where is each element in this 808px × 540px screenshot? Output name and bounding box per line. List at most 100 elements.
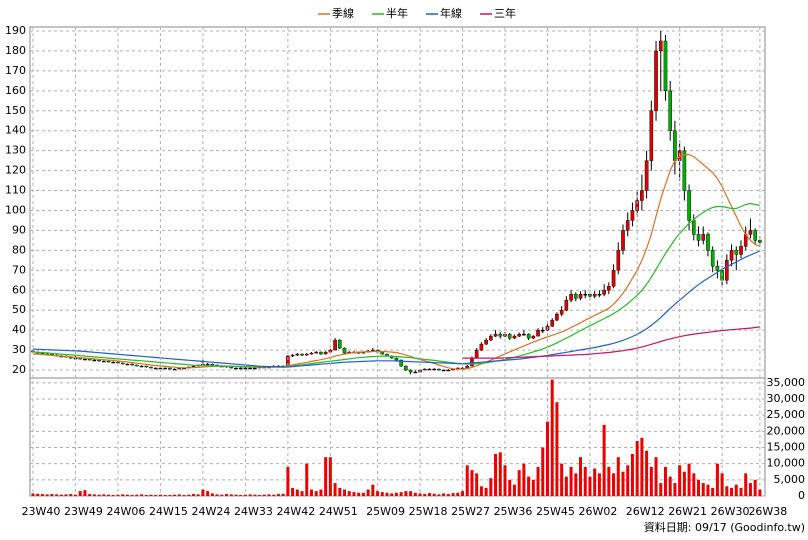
volume-bar: [574, 473, 578, 496]
candle-body: [540, 329, 545, 332]
candle-body: [602, 290, 606, 295]
candle-body: [706, 234, 710, 251]
volume-bar: [753, 479, 757, 496]
candle-body: [125, 363, 130, 366]
volume-bar: [92, 494, 96, 496]
y-tick-label: 30: [12, 343, 26, 356]
candle-body: [715, 266, 720, 271]
volume-bar: [418, 493, 422, 496]
volume-bar: [286, 466, 290, 496]
candle-body: [640, 190, 644, 201]
x-tick-label: 23W40: [22, 505, 61, 518]
volume-bar: [663, 466, 667, 496]
volume-bar: [630, 453, 634, 496]
candle-body: [158, 367, 163, 370]
candle-body: [87, 358, 92, 361]
volume-bar: [437, 494, 441, 496]
ma-line: [462, 326, 760, 359]
volume-bar: [158, 494, 162, 496]
volume-bar: [154, 495, 158, 496]
legend: 季線 半年 年線 三年: [318, 6, 516, 20]
candle-body: [333, 339, 337, 351]
candle-body: [149, 366, 153, 369]
candle-body: [498, 333, 503, 337]
volume-bar: [512, 484, 516, 496]
volume-bar: [564, 476, 568, 496]
volume-bar: [734, 484, 738, 496]
volume-bar: [357, 492, 361, 496]
candle-body: [413, 371, 418, 374]
volume-bar: [243, 494, 247, 496]
candle-body: [550, 319, 554, 327]
x-tick-label: 26W12: [626, 505, 665, 518]
volume-bar: [262, 494, 266, 496]
volume-bar: [40, 494, 44, 496]
volume-bar: [267, 494, 271, 496]
volume-bar: [300, 491, 304, 496]
candle-body: [342, 347, 347, 354]
volume-bar: [465, 465, 469, 496]
volume-bar: [446, 494, 450, 496]
volume-bar: [394, 492, 398, 496]
candle-body: [380, 351, 385, 355]
volume-bar: [73, 494, 77, 496]
volume-bar: [253, 494, 257, 496]
volume-bar: [220, 494, 224, 496]
volume-bar: [682, 471, 686, 496]
volume-bar: [442, 493, 446, 496]
y-tick-label: 140: [5, 124, 26, 137]
volume-bar: [210, 493, 214, 496]
volume-bar: [678, 465, 682, 496]
candle-body: [408, 369, 413, 373]
y-tick-label: 150: [5, 104, 26, 117]
candle-body: [753, 230, 757, 241]
volume-bar: [409, 491, 413, 496]
volume-bar: [475, 473, 479, 496]
candle-body: [135, 364, 139, 367]
volume-bar: [730, 487, 734, 496]
volume-bar: [78, 491, 82, 496]
candle-body: [153, 367, 158, 370]
candle-body: [474, 349, 479, 359]
y-tick-label: 130: [5, 144, 26, 157]
candle-body: [338, 339, 342, 349]
volume-bar: [376, 491, 380, 496]
ma-line: [32, 250, 761, 368]
y-tick-label: 50: [12, 303, 26, 316]
candle-body: [404, 365, 408, 371]
candle-body: [522, 333, 526, 336]
ma-line: [32, 202, 761, 368]
candle-body: [243, 367, 248, 370]
volume-bar: [649, 466, 653, 496]
volume-bar: [413, 492, 417, 496]
volume-bar: [88, 494, 92, 496]
footer: 資料日期: 09/17 (Goodinfo.tw): [644, 520, 805, 534]
volume-bar: [239, 495, 243, 496]
candle-body: [83, 358, 87, 361]
candle-body: [687, 190, 691, 221]
volume-bar: [706, 484, 710, 496]
x-tick-label: 24W51: [319, 505, 358, 518]
volume-bar: [173, 494, 177, 496]
volume-bar: [258, 495, 262, 496]
candle-body: [748, 230, 753, 235]
volume-bar: [111, 495, 115, 496]
volume-bar: [319, 489, 323, 496]
candle-body: [489, 335, 493, 341]
volume-bar: [527, 476, 531, 496]
volume-bar: [371, 484, 375, 496]
volume-bar: [390, 493, 394, 496]
candle-body: [621, 230, 625, 251]
volume-bar: [498, 452, 502, 496]
volume-bar: [427, 493, 431, 496]
candle-body: [493, 333, 498, 337]
volume-bar: [177, 494, 181, 496]
candle-body: [314, 351, 319, 354]
volume-bar: [484, 487, 488, 496]
volume-bar: [36, 493, 40, 496]
volume-bar: [635, 441, 639, 496]
volume-bar: [324, 457, 328, 496]
volume-bar: [503, 465, 507, 496]
candle-body: [191, 365, 196, 368]
candle-body: [248, 367, 252, 370]
